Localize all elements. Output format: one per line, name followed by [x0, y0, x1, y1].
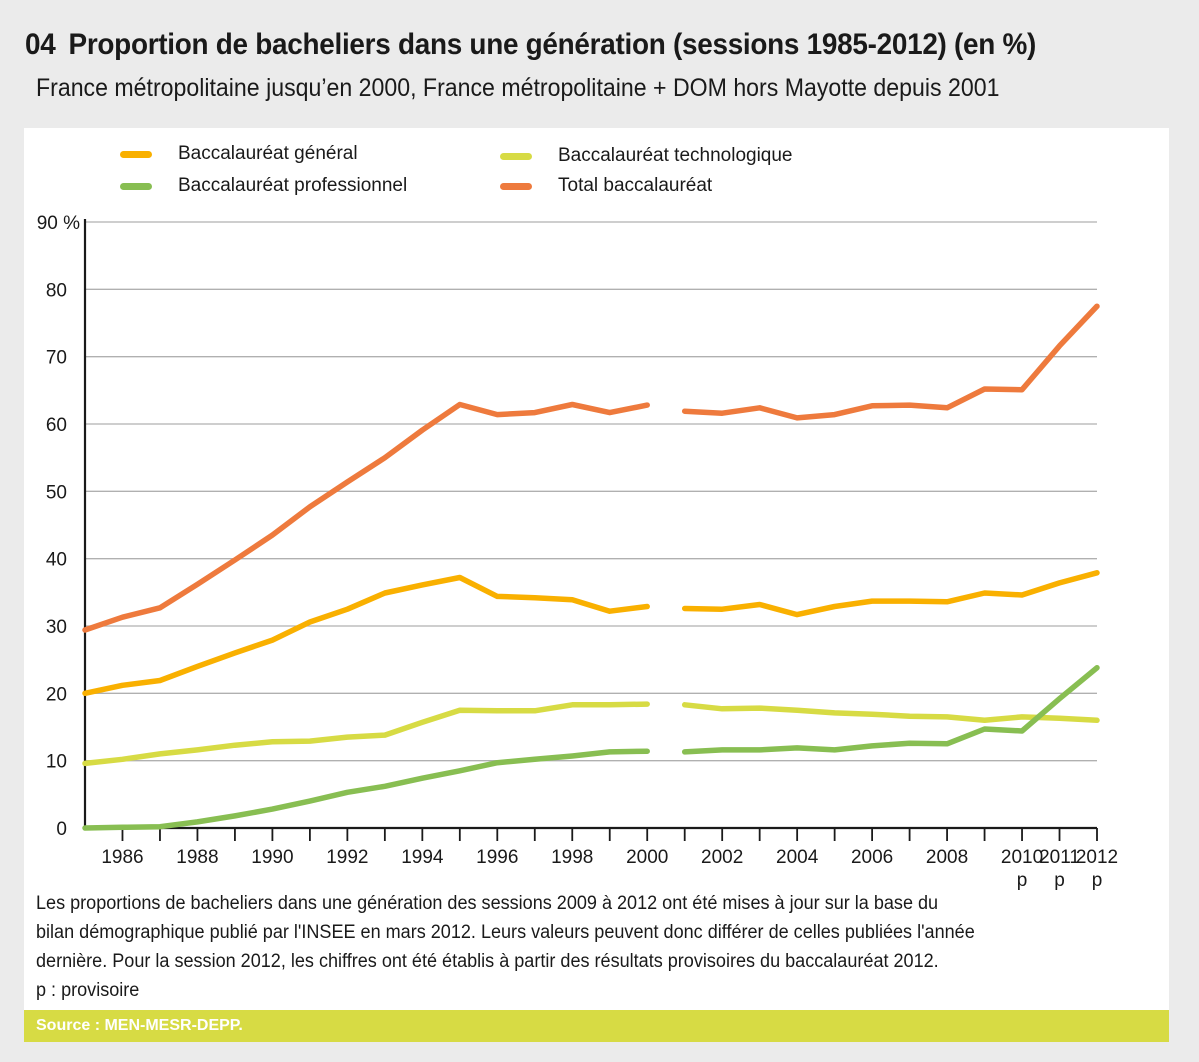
series-line-baccalaur-at-g-n-ral-segment-2: [681, 570, 1100, 618]
x-tick-label: 2010: [1001, 847, 1043, 868]
x-tick-label: 2002: [701, 847, 743, 868]
source-text: Source : MEN-MESR-DEPP.: [36, 1017, 243, 1034]
x-tick-label: 2011: [1039, 847, 1080, 868]
chart-panel: [24, 128, 1169, 1010]
x-tick-label: 2012: [1076, 847, 1118, 868]
legend-item-general: Baccalauréat général: [120, 143, 358, 165]
x-tick-sublabel: p: [1054, 870, 1065, 891]
y-tick-label: 90 %: [37, 213, 80, 234]
legend-swatch-total: [500, 182, 532, 190]
legend-item-total: Total baccalauréat: [500, 175, 712, 197]
x-tick-label: 2004: [776, 847, 819, 868]
title-text: Proportion de bacheliers dans une généra…: [68, 28, 1037, 61]
x-tick-label: 1998: [551, 847, 593, 868]
legend-label: Total baccalauréat: [558, 175, 713, 196]
series-line-total-baccalaur-at-segment-2: [681, 303, 1100, 421]
y-tick-label: 50: [46, 482, 67, 503]
legend-label: Baccalauréat professionnel: [178, 175, 408, 196]
x-tick-label: 1992: [326, 847, 368, 868]
source-bar: Source : MEN-MESR-DEPP.: [24, 1010, 1169, 1042]
x-tick-sublabel: p: [1092, 870, 1103, 891]
chart-subtitle: France métropolitaine jusqu’en 2000, Fra…: [36, 74, 1000, 102]
series-line-baccalaur-at-technologique-segment-2: [681, 702, 1100, 724]
series-line-baccalaur-at-professionnel-segment-1: [82, 748, 650, 831]
y-tick-label: 10: [46, 752, 67, 773]
series-line-baccalaur-at-technologique-segment-1: [82, 701, 650, 767]
series-line-baccalaur-at-g-n-ral-segment-1: [82, 574, 650, 697]
note-line-1: Les proportions de bacheliers dans une g…: [36, 893, 939, 914]
y-tick-label: 70: [46, 348, 67, 369]
x-tick-label: 2006: [851, 847, 893, 868]
x-tick-label: 1990: [251, 847, 293, 868]
legend-label: Baccalauréat général: [178, 143, 358, 164]
x-tick-sublabel: p: [1017, 870, 1028, 891]
legend-swatch-professionnel: [120, 182, 152, 190]
legend-item-professionnel: Baccalauréat professionnel: [120, 175, 407, 197]
legend-item-technologique: Baccalauréat technologique: [500, 145, 793, 167]
x-tick-label: 1986: [101, 847, 143, 868]
note-line-2: bilan démographique publié par l'INSEE e…: [36, 922, 975, 943]
x-tick-label: 2000: [626, 847, 668, 868]
y-tick-label: 60: [46, 415, 67, 436]
figure-number: 04: [25, 28, 56, 61]
chart-title: 04 Proportion de bacheliers dans une géné…: [25, 28, 1036, 62]
x-tick-label: 2008: [926, 847, 968, 868]
legend-swatch-general: [120, 150, 152, 158]
y-tick-label: 30: [46, 617, 67, 638]
x-tick-label: 1996: [476, 847, 518, 868]
y-tick-label: 40: [46, 550, 67, 571]
note-line-3: dernière. Pour la session 2012, les chif…: [36, 951, 939, 972]
legend-swatch-technologique: [500, 152, 532, 160]
legend-label: Baccalauréat technologique: [558, 145, 793, 166]
y-tick-label: 80: [46, 280, 67, 301]
note-provisoire: p : provisoire: [36, 980, 140, 1001]
series-line-total-baccalaur-at-segment-1: [82, 401, 650, 633]
series-line-baccalaur-at-professionnel-segment-2: [681, 664, 1100, 755]
y-tick-label: 0: [56, 819, 67, 840]
y-tick-label: 20: [46, 684, 67, 705]
x-tick-label: 1994: [401, 847, 444, 868]
x-tick-label: 1988: [176, 847, 218, 868]
